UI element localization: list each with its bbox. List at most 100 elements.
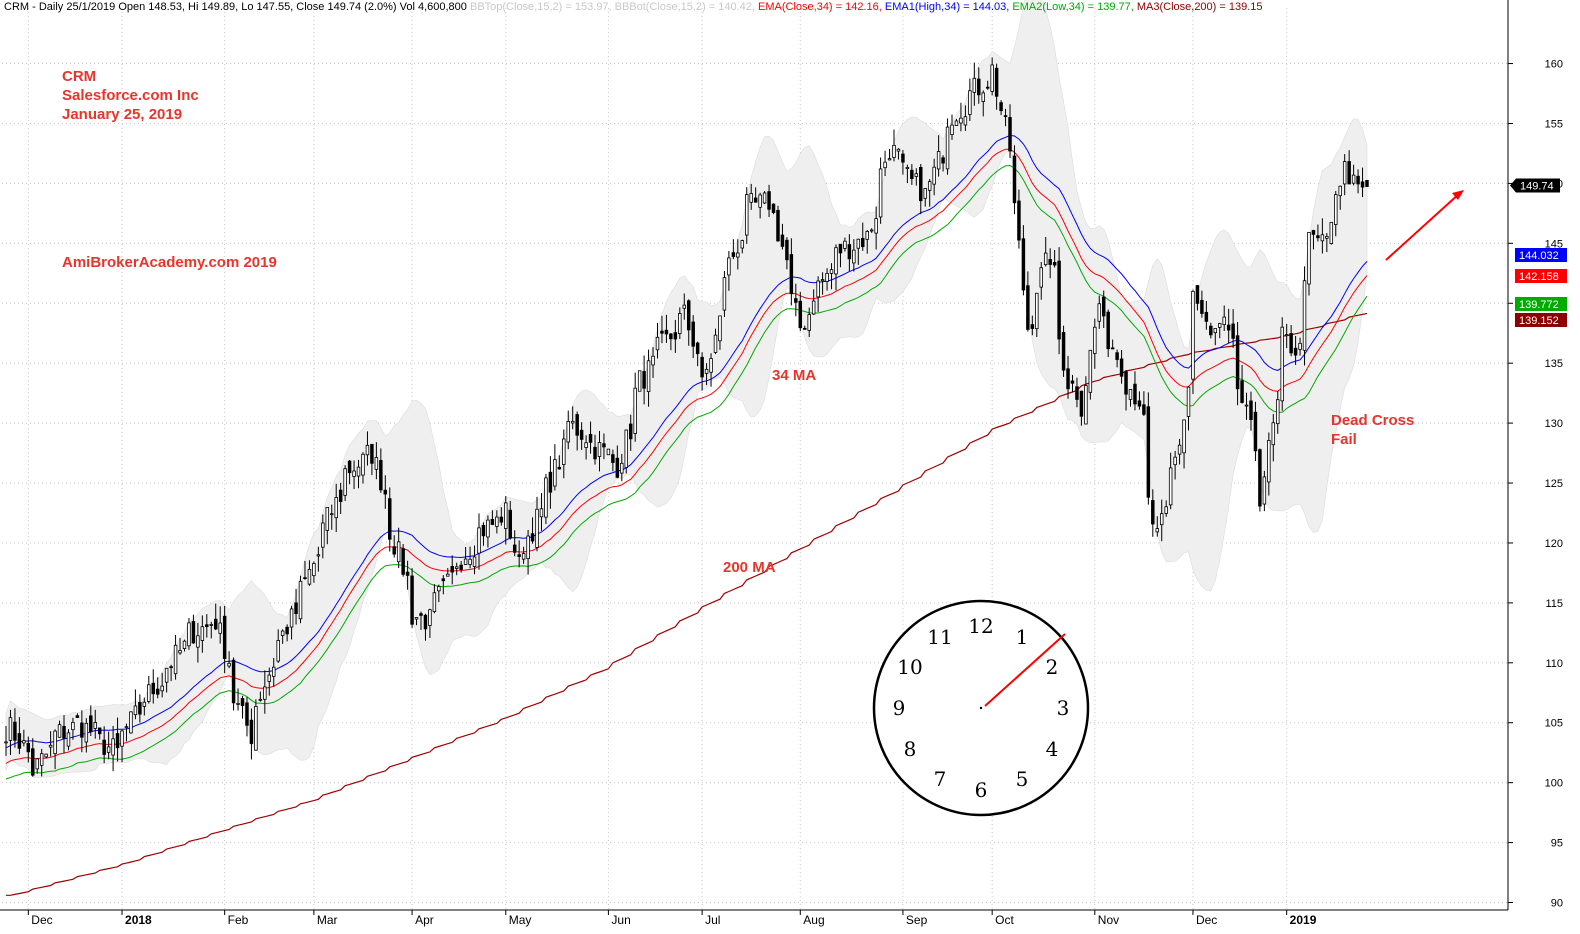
candle-body (276, 639, 280, 662)
candle-body (147, 684, 151, 702)
candle-body (852, 249, 856, 264)
candle-body (80, 722, 84, 738)
candle-body (124, 726, 129, 729)
candle-body (1302, 280, 1307, 351)
candle-body (379, 460, 383, 491)
candle-body (75, 715, 80, 718)
candle-body (405, 571, 410, 576)
candle-body (695, 342, 700, 355)
candle-body (1351, 174, 1356, 184)
candle-body (396, 541, 401, 563)
candle-body (218, 622, 222, 634)
candle-body (1119, 358, 1124, 377)
clock-number: 9 (893, 696, 906, 720)
candle-body (1070, 380, 1075, 384)
candle-body (963, 116, 968, 126)
candle-body (539, 508, 544, 518)
candle-body (459, 564, 463, 570)
candle-body (1311, 230, 1316, 235)
candle-body (968, 90, 972, 115)
candle-body (544, 477, 548, 518)
price-badge-pointer (1510, 178, 1516, 193)
candle-body (334, 497, 338, 519)
candle-body (856, 238, 861, 249)
candle-body (1159, 513, 1164, 526)
candle-body (343, 468, 347, 496)
candle-body (1258, 449, 1262, 507)
candle-body (1200, 299, 1204, 314)
candle-body (468, 558, 472, 565)
candle-body (820, 279, 825, 282)
candle-body (1222, 316, 1226, 325)
candle-body (307, 568, 312, 585)
candle-body (1195, 285, 1200, 304)
candle-body (8, 717, 13, 741)
candle-body (1284, 334, 1289, 337)
candle-body (164, 667, 169, 683)
clock-number: 6 (975, 778, 988, 802)
candle-body (1106, 311, 1110, 350)
candle-body (954, 120, 959, 126)
candle-body (486, 519, 490, 538)
candle-body (66, 732, 71, 747)
candle-body (1262, 476, 1267, 505)
x-tick-label: Sep (906, 913, 928, 927)
y-tick-label: 95 (1551, 838, 1563, 850)
candle-body (682, 304, 687, 309)
candle-body (669, 333, 673, 340)
candle-body (736, 252, 740, 258)
candle-body (731, 252, 736, 257)
clock-number: 5 (1016, 767, 1029, 791)
candle-body (811, 300, 816, 315)
candle-body (771, 203, 776, 213)
candle-body (1204, 311, 1209, 322)
candle-body (620, 462, 624, 474)
candle-body (370, 443, 374, 464)
candle-body (1267, 440, 1271, 483)
candle-body (446, 573, 450, 577)
candle-body (959, 117, 963, 124)
x-tick-label: Jul (705, 913, 720, 927)
candle-body (865, 231, 869, 240)
candle-body (1168, 467, 1173, 506)
candle-body (919, 167, 923, 202)
candle-body (481, 525, 486, 537)
candle-body (1213, 328, 1218, 334)
candle-body (1088, 349, 1093, 393)
header-title: CRM - Daily 25/1/2019 Open 148.53, Hi 14… (4, 1, 467, 13)
candle-body (923, 188, 927, 199)
candle-body (794, 298, 798, 303)
clock-center (979, 706, 983, 710)
annotation-date: January 25, 2019 (62, 106, 183, 123)
candle-body (1298, 342, 1302, 350)
clock-number: 12 (968, 614, 993, 638)
candle-body (1235, 335, 1240, 390)
candle-body (936, 151, 941, 170)
candle-body (745, 194, 749, 236)
clock-number: 8 (904, 737, 917, 761)
x-tick-label: Feb (228, 913, 249, 927)
clock-number: 11 (927, 625, 952, 649)
candle-body (35, 758, 39, 770)
x-tick-label: Apr (415, 913, 434, 927)
candle-body (285, 626, 289, 635)
header-ema2: EMA2(Low,34) = 139.77, (1012, 1, 1134, 13)
candle-body (615, 457, 620, 478)
candle-body (611, 454, 615, 463)
annotation-site: AmiBrokerAcademy.com 2019 (62, 254, 277, 271)
candle-body (205, 624, 209, 628)
candle-body (463, 558, 468, 565)
clock-number: 4 (1046, 737, 1059, 761)
candle-body (1052, 261, 1057, 266)
ma200-line (6, 312, 1368, 896)
candle-body (1276, 399, 1280, 425)
candle-body (1137, 400, 1142, 407)
candle-body (236, 703, 240, 705)
candle-body (89, 715, 93, 733)
x-tick-label: Aug (803, 913, 824, 927)
candle-body (927, 181, 932, 191)
candle-body (133, 705, 138, 716)
